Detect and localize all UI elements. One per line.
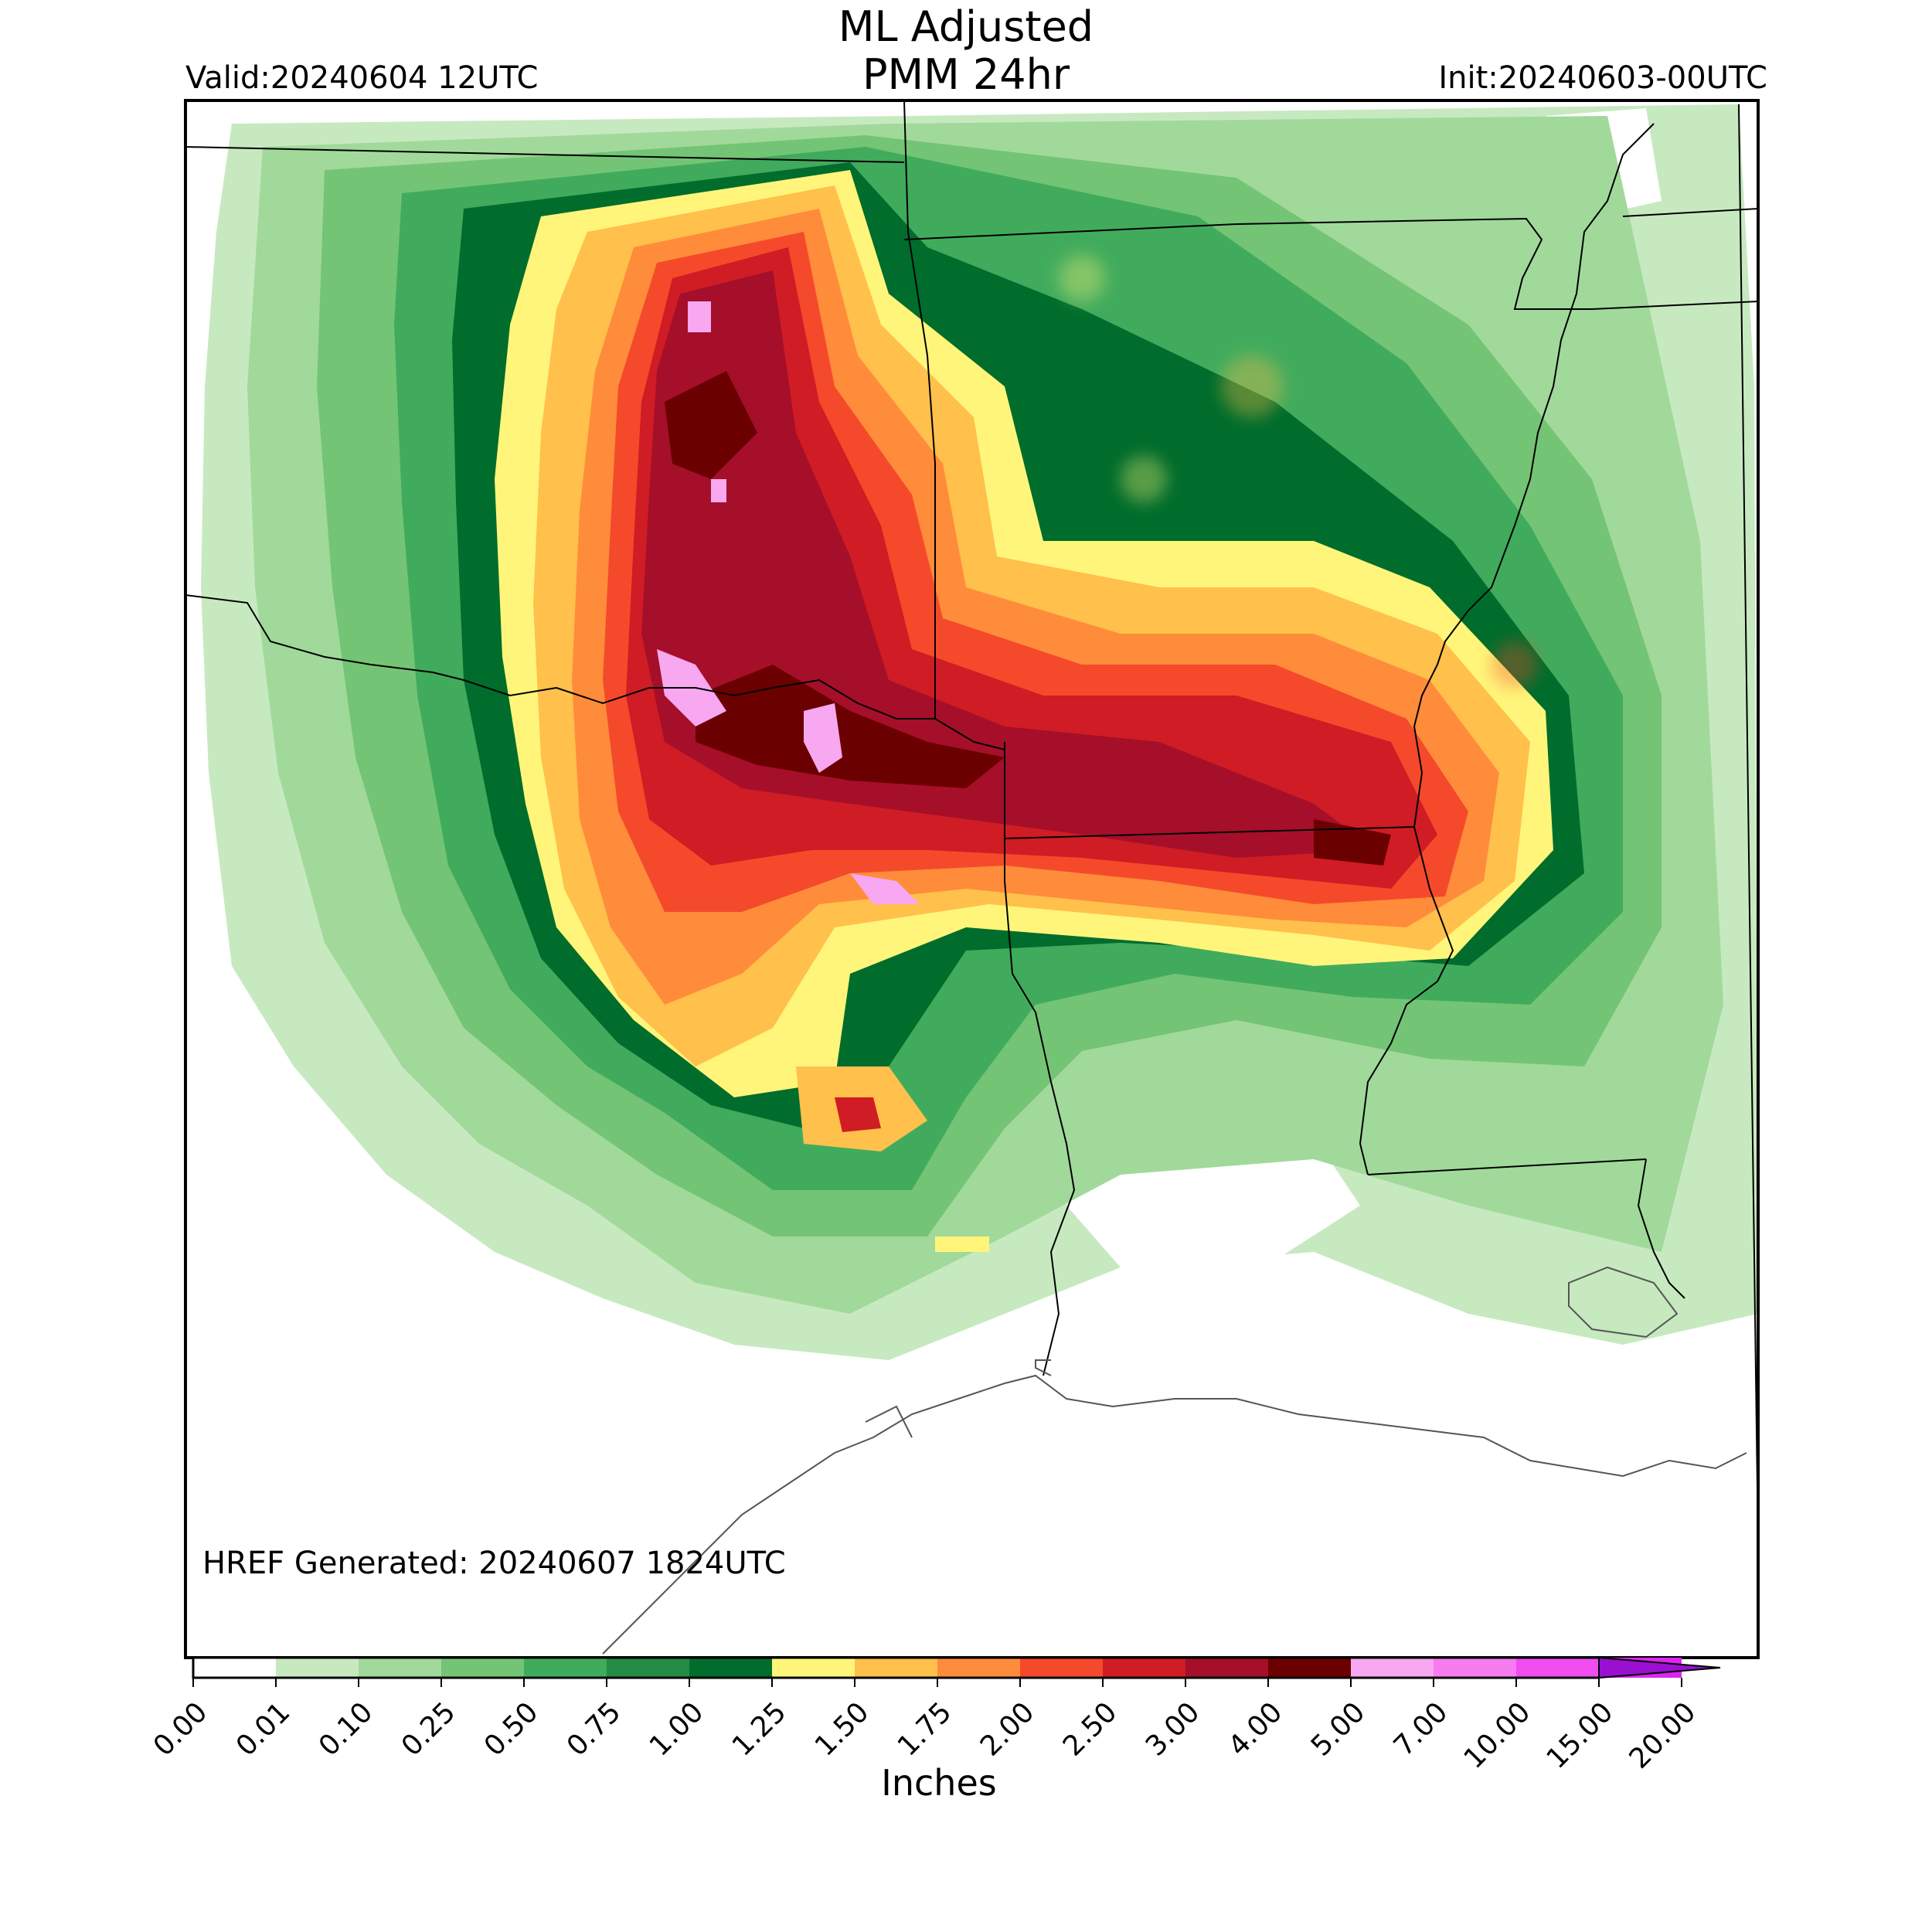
colorbar-segment — [607, 1658, 689, 1678]
border-ms-la-south — [1367, 1158, 1647, 1175]
border-ok-tx-west — [903, 100, 936, 719]
colorbar-outline — [192, 1656, 1599, 1679]
state-borders — [185, 100, 1758, 1546]
border-tx-la — [1004, 742, 1076, 1376]
colorbar-extend-triangle — [1598, 1656, 1721, 1679]
colorbar-segment — [1268, 1658, 1351, 1678]
title-line-1: ML Adjusted — [838, 2, 1094, 51]
border-pearl-river — [1637, 1158, 1685, 1299]
colorbar-segment — [1351, 1658, 1434, 1678]
colorbar-segment — [689, 1658, 772, 1678]
colorbar-segment — [937, 1658, 1020, 1678]
colorbar-segment — [276, 1658, 359, 1678]
title-line-2: PMM 24hr — [862, 50, 1070, 99]
border-mo-ky — [1622, 208, 1758, 217]
chart-title: ML Adjusted PMM 24hr — [0, 3, 1932, 99]
border-ks-ok — [185, 146, 905, 163]
border-ms-al — [1738, 104, 1758, 1546]
colorbar-segment — [359, 1658, 441, 1678]
colorbar-segment — [193, 1658, 276, 1678]
generated-note: HREF Generated: 20240607 1824UTC — [202, 1546, 786, 1581]
colorbar-segment — [524, 1658, 607, 1678]
colorbar-segment — [772, 1658, 855, 1678]
colorbar — [192, 1656, 1721, 1687]
colorbar-segment — [1103, 1658, 1185, 1678]
border-mississippi — [1359, 123, 1655, 1175]
border-ar-la — [1004, 826, 1415, 839]
valid-time: Valid:20240604 12UTC — [185, 60, 539, 96]
colorbar-segment — [1185, 1658, 1268, 1678]
colorbar-segment — [1434, 1658, 1516, 1678]
border-mo-ar — [903, 217, 1592, 310]
colorbar-segment — [1020, 1658, 1103, 1678]
precipitation-field — [185, 100, 1758, 1658]
coastline — [602, 1266, 1747, 1655]
colorbar-segment — [855, 1658, 937, 1678]
border-tn-ms — [1591, 301, 1758, 310]
init-time: Init:20240603-00UTC — [1438, 60, 1767, 96]
colorbar-segment — [441, 1658, 524, 1678]
border-red-river — [185, 594, 1005, 750]
colorbar-title: Inches — [881, 1762, 997, 1804]
colorbar-segment — [1516, 1658, 1599, 1678]
precip-3-00 — [696, 665, 1005, 788]
